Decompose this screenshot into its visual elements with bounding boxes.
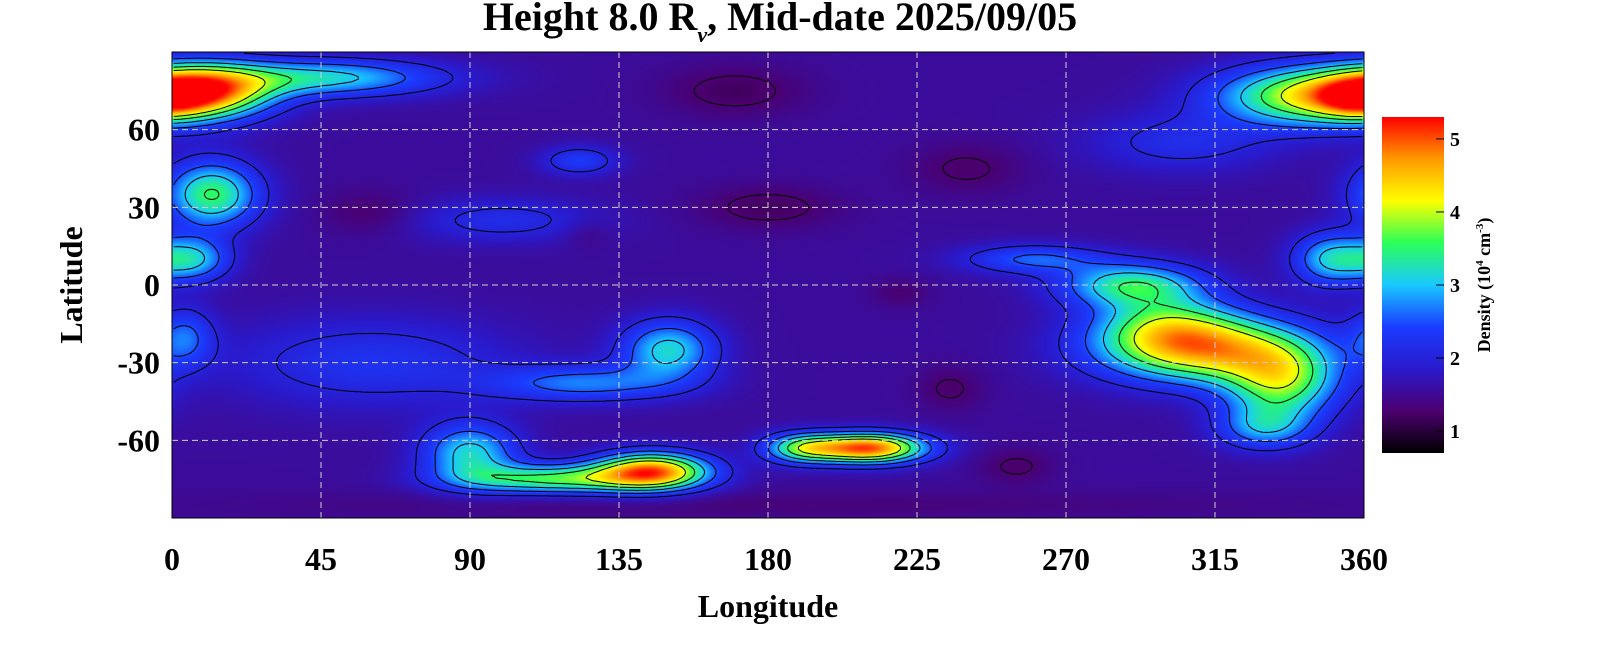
y-tick-label: 60 [128, 112, 160, 148]
x-tick-label: 0 [164, 541, 180, 577]
y-tick-label: 0 [144, 267, 160, 303]
x-tick-label: 45 [305, 541, 337, 577]
colorbar-label: Density (104 cm-3) [1474, 218, 1495, 353]
x-tick-label: 180 [744, 541, 792, 577]
colorbar-tick-label: 5 [1450, 129, 1460, 151]
colorbar-gradient [1382, 117, 1444, 453]
y-tick-label: 30 [128, 189, 160, 225]
contour-lines [173, 52, 1363, 498]
x-tick-label: 225 [893, 541, 941, 577]
contour-line [173, 65, 1363, 489]
x-tick-label: 90 [454, 541, 486, 577]
colorbar-tick-label: 1 [1450, 421, 1460, 443]
x-tick-label: 360 [1340, 541, 1388, 577]
contour-line [173, 52, 1363, 498]
x-tick-label: 135 [595, 541, 643, 577]
y-tick-label: -30 [117, 345, 160, 381]
chart-title: Height 8.0 Rν, Mid-date 2025/09/05 [483, 0, 1077, 47]
contour-line [173, 57, 1363, 494]
plot-area [171, 51, 1365, 519]
colorbar-tick-label: 4 [1450, 202, 1460, 224]
y-tick-label: -60 [117, 422, 160, 458]
colorbar-tick-label: 2 [1450, 348, 1460, 370]
colorbar: 1 2 3 4 5 Density (104 cm-3) [1382, 117, 1495, 453]
y-axis-ticks: 60 30 0 -30 -60 [117, 112, 160, 459]
x-tick-label: 315 [1191, 541, 1239, 577]
contour-line [173, 69, 1363, 486]
colorbar-tick-label: 3 [1450, 275, 1460, 297]
plot-frame [171, 51, 1365, 519]
y-axis-label: Latitude [53, 226, 89, 343]
x-axis-label: Longitude [698, 588, 838, 624]
contour-line [173, 62, 1363, 491]
colorbar-ticks: 1 2 3 4 5 [1436, 129, 1460, 443]
x-tick-label: 270 [1042, 541, 1090, 577]
x-axis-ticks: 0 45 90 135 180 225 270 315 360 [164, 541, 1388, 577]
grid-lines [172, 52, 1364, 518]
